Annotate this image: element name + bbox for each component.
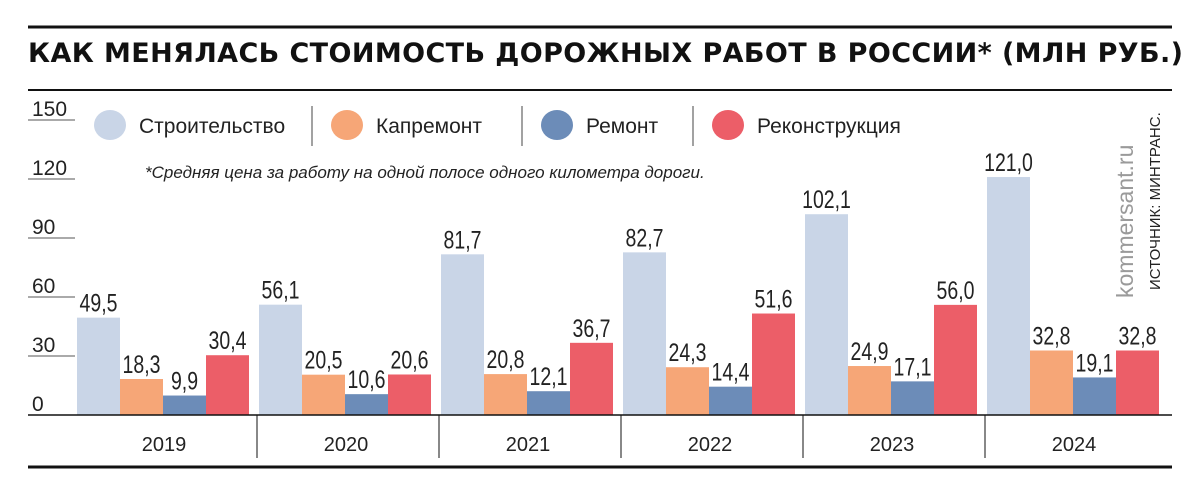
value-label: 20,8: [487, 346, 525, 374]
legend: Строительство Капремонт Ремонт Реконструкци…: [94, 106, 901, 146]
value-label: 56,1: [262, 276, 300, 304]
value-label: 9,9: [171, 367, 198, 395]
bar-2021-0: [441, 254, 484, 415]
value-label: 18,3: [123, 351, 161, 379]
legend-swatch: [94, 110, 126, 140]
value-label: 32,8: [1033, 322, 1071, 350]
x-tick-label: 2019: [142, 434, 187, 456]
bar-2023-3: [934, 304, 977, 415]
value-label: 20,5: [305, 346, 343, 374]
y-tick-label: 120: [32, 157, 67, 180]
value-label: 36,7: [573, 315, 611, 343]
legend-label: Ремонт: [586, 115, 658, 138]
bar-2022-2: [709, 386, 752, 415]
value-label: 49,5: [80, 289, 118, 317]
bar-2020-0: [259, 304, 302, 415]
x-tick-label: 2022: [688, 434, 733, 456]
y-tick-label: 90: [32, 216, 55, 239]
bars: 49,518,39,930,456,120,510,620,681,720,81…: [77, 149, 1159, 415]
bar-2019-3: [206, 355, 249, 415]
y-tick-label: 150: [32, 98, 67, 121]
x-tick-label: 2020: [324, 434, 369, 456]
value-label: 20,6: [391, 346, 429, 374]
y-tick-label: 60: [32, 275, 55, 298]
chart-note: *Средняя цена за работу на одной полосе …: [145, 163, 705, 182]
bar-2020-2: [345, 394, 388, 415]
legend-swatch: [712, 110, 744, 140]
value-label: 81,7: [444, 226, 482, 254]
value-label: 56,0: [937, 277, 975, 305]
x-axis: 2019 2020 2021 2022 2023 2024: [28, 414, 1172, 458]
bar-2022-3: [752, 313, 795, 415]
bar-2024-2: [1073, 377, 1116, 415]
bar-2024-1: [1030, 350, 1073, 415]
value-label: 32,8: [1119, 322, 1157, 350]
y-axis: 0 30 60 90 120 150: [28, 98, 75, 416]
value-label: 51,6: [755, 285, 793, 313]
x-tick-label: 2024: [1052, 434, 1097, 456]
value-label: 12,1: [530, 363, 568, 391]
value-label: 30,4: [209, 327, 247, 355]
legend-label: Строительство: [139, 115, 285, 138]
bar-2023-2: [891, 381, 934, 415]
bar-2023-0: [805, 214, 848, 415]
y-tick-label: 30: [32, 334, 55, 357]
legend-label: Реконструкция: [757, 115, 901, 138]
value-label: 121,0: [984, 149, 1033, 177]
y-tick-label: 0: [32, 393, 44, 416]
site-credit: kommersant.ru: [1112, 145, 1138, 298]
x-tick-label: 2023: [870, 434, 915, 456]
value-label: 17,1: [894, 353, 932, 381]
chart-title: КАК МЕНЯЛАСЬ СТОИМОСТЬ ДОРОЖНЫХ РАБОТ В …: [28, 38, 1184, 69]
bar-2022-0: [623, 252, 666, 415]
value-label: 14,4: [712, 358, 750, 386]
bar-2020-1: [302, 374, 345, 415]
bar-2019-1: [120, 379, 163, 415]
bar-2023-1: [848, 366, 891, 415]
bar-2021-1: [484, 374, 527, 415]
source-credit: ИСТОЧНИК: МИНТРАНС.: [1147, 112, 1164, 290]
bar-2024-0: [987, 177, 1030, 415]
value-label: 24,3: [669, 339, 707, 367]
value-label: 10,6: [348, 366, 386, 394]
legend-swatch: [541, 110, 573, 140]
value-label: 24,9: [851, 338, 889, 366]
legend-swatch: [331, 110, 363, 140]
bar-2024-3: [1116, 350, 1159, 415]
bar-2020-3: [388, 374, 431, 415]
bar-2019-2: [163, 395, 206, 415]
bar-2022-1: [666, 367, 709, 415]
bar-2021-3: [570, 342, 613, 415]
x-tick-label: 2021: [506, 434, 551, 456]
legend-label: Капремонт: [376, 115, 482, 138]
value-label: 82,7: [626, 224, 664, 252]
bar-2019-0: [77, 317, 120, 415]
value-label: 19,1: [1076, 349, 1114, 377]
value-label: 102,1: [802, 186, 851, 214]
bar-2021-2: [527, 391, 570, 415]
